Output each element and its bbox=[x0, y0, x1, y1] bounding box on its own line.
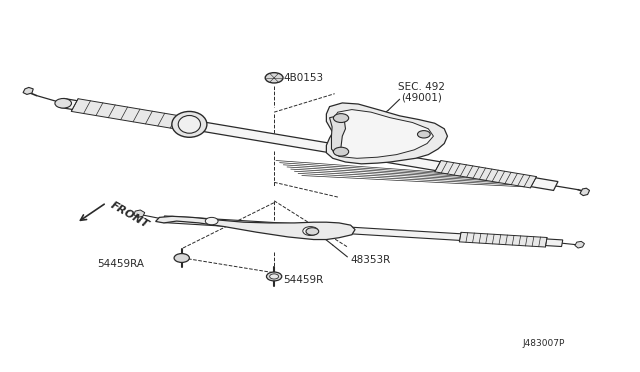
Circle shape bbox=[333, 147, 349, 156]
Polygon shape bbox=[71, 99, 183, 129]
Circle shape bbox=[174, 254, 189, 262]
Text: FRONT: FRONT bbox=[108, 200, 150, 230]
Text: 4B0153: 4B0153 bbox=[283, 73, 323, 83]
Polygon shape bbox=[575, 241, 584, 248]
Text: 48353R: 48353R bbox=[351, 256, 391, 265]
Circle shape bbox=[306, 228, 319, 235]
Polygon shape bbox=[333, 110, 433, 158]
Circle shape bbox=[269, 274, 278, 279]
Polygon shape bbox=[460, 232, 547, 247]
Polygon shape bbox=[23, 87, 33, 94]
Ellipse shape bbox=[172, 112, 207, 137]
Text: 54459R: 54459R bbox=[284, 275, 324, 285]
Circle shape bbox=[417, 131, 430, 138]
Polygon shape bbox=[330, 115, 346, 154]
Circle shape bbox=[333, 113, 349, 122]
Text: J483007P: J483007P bbox=[523, 339, 565, 348]
Polygon shape bbox=[326, 103, 447, 164]
Polygon shape bbox=[156, 216, 355, 240]
Polygon shape bbox=[134, 210, 145, 217]
Ellipse shape bbox=[178, 115, 200, 133]
Text: (49001): (49001) bbox=[401, 93, 442, 103]
Circle shape bbox=[55, 99, 72, 108]
Circle shape bbox=[205, 217, 218, 225]
Circle shape bbox=[266, 272, 282, 281]
Text: 54459RA: 54459RA bbox=[97, 259, 144, 269]
Text: SEC. 492: SEC. 492 bbox=[398, 82, 445, 92]
Polygon shape bbox=[60, 99, 558, 190]
Circle shape bbox=[303, 227, 318, 235]
Polygon shape bbox=[163, 216, 563, 247]
Circle shape bbox=[265, 73, 283, 83]
Polygon shape bbox=[580, 188, 589, 196]
Polygon shape bbox=[435, 161, 536, 188]
